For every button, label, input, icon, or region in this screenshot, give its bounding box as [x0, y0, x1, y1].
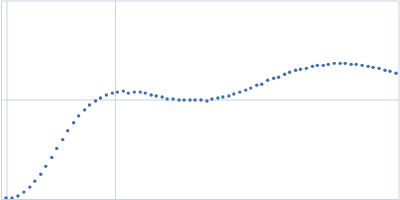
point — [377, 67, 380, 70]
point — [160, 95, 163, 98]
point — [216, 96, 219, 99]
point — [39, 173, 42, 176]
point — [165, 97, 168, 100]
point — [327, 63, 330, 66]
point — [154, 94, 157, 97]
point — [55, 147, 58, 150]
point — [238, 90, 241, 93]
point — [105, 93, 108, 96]
point — [83, 108, 86, 111]
point — [4, 196, 7, 199]
point — [227, 94, 230, 97]
frame-top — [1, 1, 399, 2]
point — [333, 62, 336, 65]
point — [72, 121, 75, 124]
point — [371, 66, 374, 69]
point — [299, 68, 302, 71]
points — [4, 62, 397, 199]
point — [177, 98, 180, 101]
point — [144, 91, 147, 94]
point — [354, 63, 357, 66]
point — [232, 92, 235, 95]
point — [272, 77, 275, 80]
point — [77, 114, 80, 117]
x-axis — [2, 199, 400, 200]
point — [116, 90, 119, 93]
point — [22, 190, 25, 193]
point — [366, 65, 369, 68]
point — [283, 73, 286, 76]
point — [99, 96, 102, 99]
point — [255, 83, 258, 86]
point — [28, 185, 31, 188]
point — [139, 90, 142, 93]
point — [150, 93, 153, 96]
grid — [1, 1, 399, 199]
point — [122, 89, 125, 92]
point — [94, 99, 97, 102]
point — [288, 71, 291, 74]
point — [66, 129, 69, 132]
point — [133, 90, 136, 93]
point — [221, 95, 224, 98]
point — [127, 91, 130, 94]
point — [349, 63, 352, 66]
chart — [0, 0, 400, 200]
point — [188, 98, 191, 101]
point — [311, 65, 314, 68]
point — [50, 156, 53, 159]
point — [205, 99, 208, 102]
point — [344, 62, 347, 65]
point — [199, 98, 202, 101]
point — [182, 98, 185, 101]
x-axis-line — [2, 199, 400, 200]
point — [322, 64, 325, 67]
point — [171, 97, 174, 100]
point — [388, 70, 391, 73]
point — [339, 62, 342, 65]
point — [316, 64, 319, 67]
point — [88, 103, 91, 106]
point — [383, 69, 386, 72]
point — [294, 69, 297, 72]
point — [111, 91, 114, 94]
point — [61, 138, 64, 141]
point — [305, 67, 308, 70]
point — [360, 64, 363, 67]
point — [210, 97, 213, 100]
point — [10, 196, 13, 199]
point — [44, 165, 47, 168]
point — [193, 98, 196, 101]
point — [249, 86, 252, 89]
point — [394, 72, 397, 75]
plot — [1, 1, 400, 200]
point — [33, 179, 36, 182]
point — [244, 88, 247, 91]
point — [277, 76, 280, 79]
point — [16, 194, 19, 197]
point — [260, 82, 263, 85]
point — [266, 79, 269, 82]
